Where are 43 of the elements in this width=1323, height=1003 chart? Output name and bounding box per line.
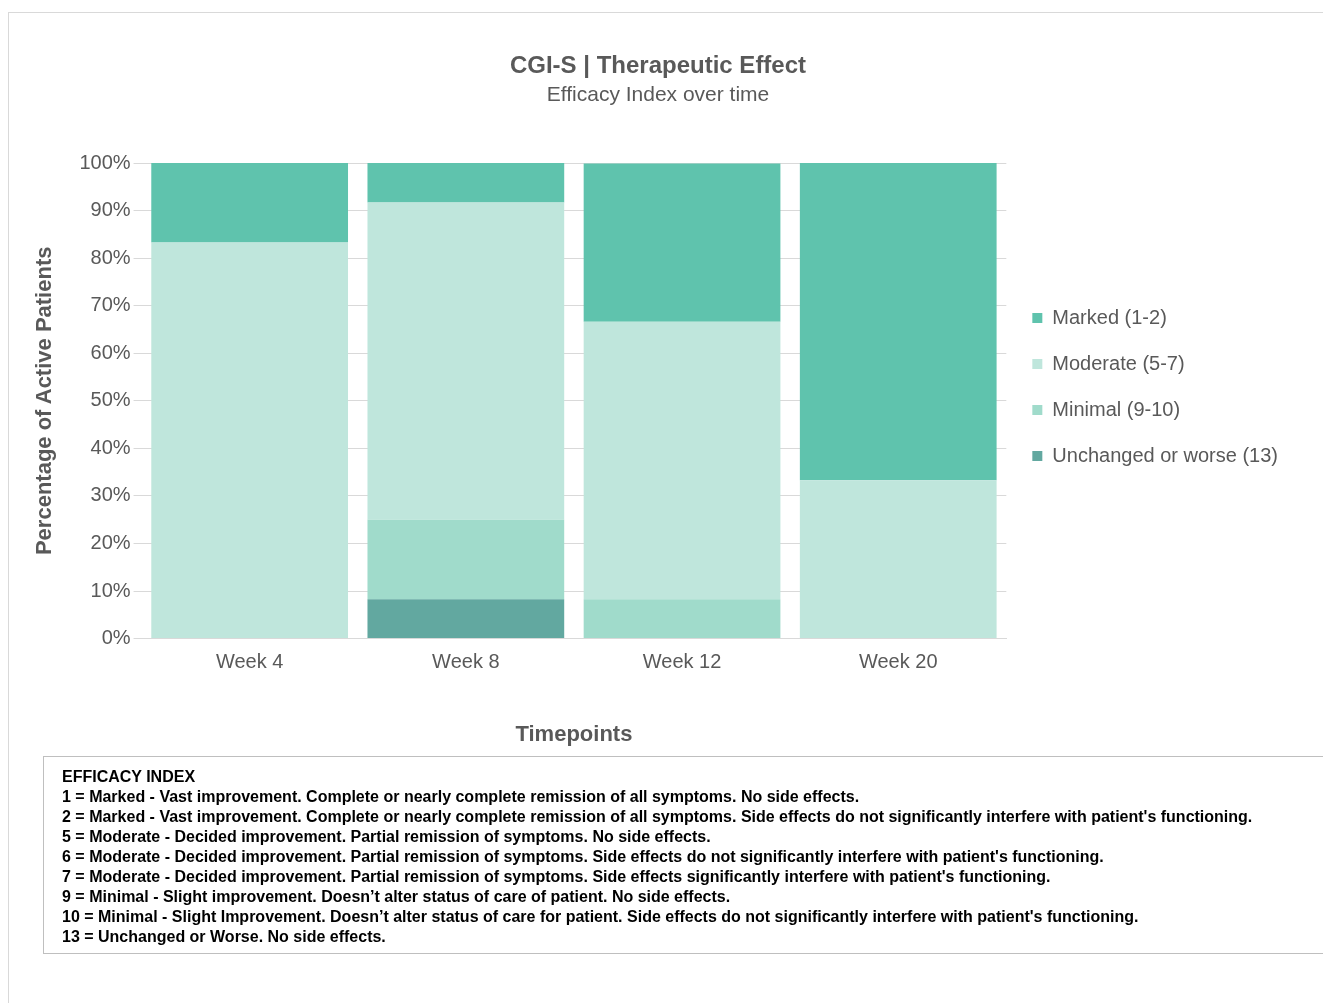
text: 1 = Marked - Vast improvement. Complete or nearly complete remission of all symptoms. No side effects. bbox=[62, 787, 861, 807]
text: 13 = Unchanged or Worse. No side effects. bbox=[62, 927, 387, 947]
text: 5 = Moderate - Decided improvement. Partial remission of symptoms. No side effects. bbox=[62, 827, 712, 847]
x-axis-title: Timepoints bbox=[515, 720, 633, 746]
bar bbox=[151, 242, 349, 639]
bar bbox=[367, 163, 565, 203]
bar bbox=[799, 480, 997, 639]
y-tick-label: 40% bbox=[90, 435, 131, 458]
y-tick-label: 10% bbox=[90, 578, 131, 601]
y-tick-label: 60% bbox=[90, 340, 131, 363]
bar bbox=[799, 163, 997, 481]
y-tick-label: 100% bbox=[79, 150, 131, 173]
text: 6 = Moderate - Decided improvement. Partial remission of symptoms. Side effects do not significantly interfere with patient's functioning. bbox=[62, 847, 1105, 867]
y-tick-label: 70% bbox=[90, 293, 131, 316]
bar bbox=[151, 163, 349, 243]
y-tick-label: 30% bbox=[90, 483, 131, 506]
y-tick-label: 20% bbox=[90, 531, 131, 553]
y-axis-title: Percentage of Active Patients bbox=[31, 246, 57, 556]
y-tick-label: 50% bbox=[90, 388, 131, 411]
legend-label: Minimal (9-10) bbox=[1052, 397, 1181, 420]
bar bbox=[367, 599, 565, 639]
text: 2 = Marked - Vast improvement. Complete or nearly complete remission of all symptoms. Side effects do not significantly interfere with patient's functioning. bbox=[62, 807, 1254, 827]
chart-subtitle: Efficacy Index over time bbox=[546, 82, 770, 106]
bar bbox=[583, 321, 781, 600]
y-tick-label: 0% bbox=[101, 626, 131, 649]
bar bbox=[367, 202, 565, 520]
legend-label: Unchanged or worse (13) bbox=[1052, 443, 1279, 466]
x-tick-label: Week 20 bbox=[858, 650, 938, 673]
legend-label: Moderate (5-7) bbox=[1052, 351, 1185, 374]
text: 10 = Minimal - Slight Improvement. Doesn’t alter status of care for patient. Side effects do not significantly interfere with patient's functioning. bbox=[62, 907, 1140, 927]
chart-title: CGI-S | Therapeutic Effect bbox=[509, 51, 807, 79]
bar bbox=[583, 163, 781, 322]
text: 9 = Minimal - Slight improvement. Doesn’t alter status of care of patient. No side effects. bbox=[62, 887, 732, 907]
bar bbox=[367, 519, 565, 600]
bar bbox=[583, 599, 781, 639]
text: EFFICACY INDEX bbox=[62, 767, 197, 787]
x-tick-label: Week 4 bbox=[215, 650, 284, 673]
y-tick-label: 80% bbox=[90, 245, 131, 268]
x-tick-label: Week 12 bbox=[642, 650, 722, 673]
x-tick-label: Week 8 bbox=[432, 650, 500, 673]
y-tick-label: 90% bbox=[90, 198, 131, 221]
legend-label: Marked (1-2) bbox=[1052, 305, 1167, 328]
text: 7 = Moderate - Decided improvement. Partial remission of symptoms. Side effects significantly interfere with patient's functioning. bbox=[62, 867, 1052, 887]
